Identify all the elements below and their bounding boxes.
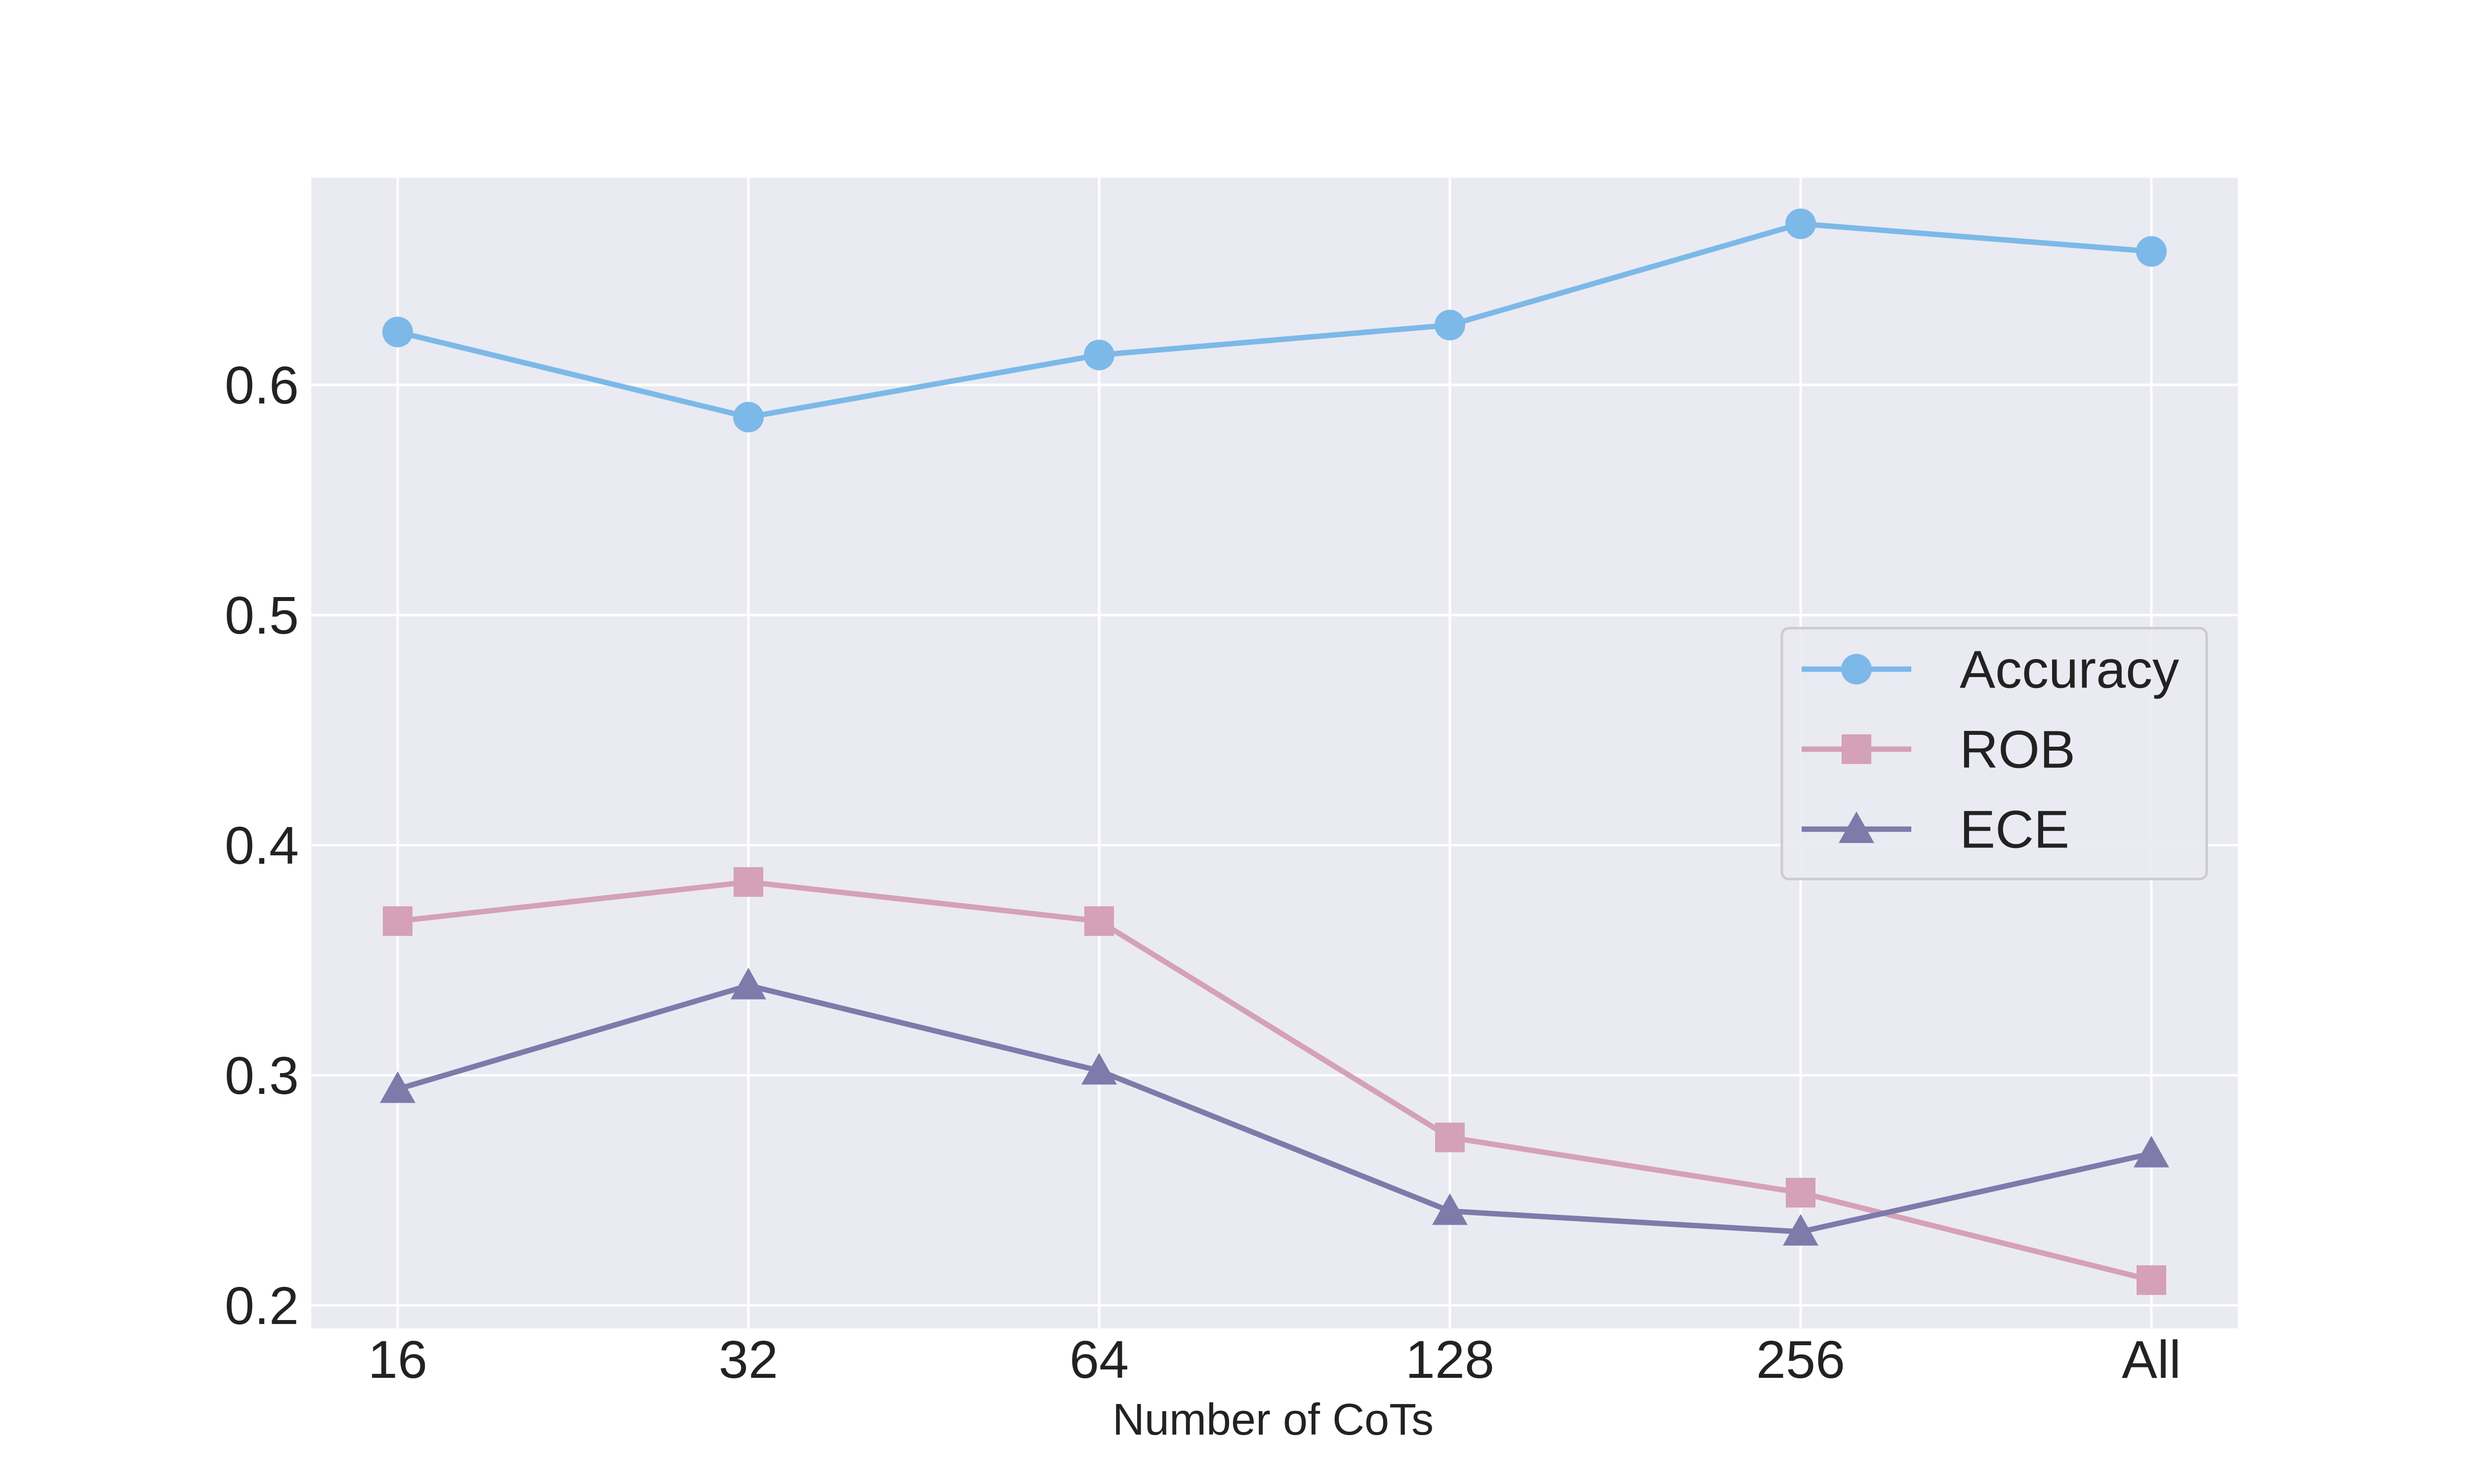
data-point-ece: [1783, 1214, 1818, 1246]
x-tick-label: 64: [1070, 1329, 1129, 1389]
data-point-accuracy: [382, 317, 413, 348]
x-axis-label: Number of CoTs: [1112, 1395, 1434, 1444]
data-point-ece: [731, 967, 766, 1000]
series-accuracy: [382, 208, 2167, 433]
data-point-rob: [383, 906, 412, 936]
legend: Accuracy ROB ECE: [1780, 627, 2208, 881]
y-tick-label: 0.3: [225, 1045, 299, 1105]
data-point-accuracy: [733, 401, 764, 433]
data-point-accuracy: [1435, 310, 1465, 341]
x-tick-label: 16: [368, 1329, 427, 1389]
data-point-ece: [1081, 1053, 1117, 1085]
legend-label-rob: ROB: [1960, 720, 2075, 779]
legend-frame: [1780, 627, 2208, 881]
series-ece: [380, 967, 2169, 1246]
data-point-accuracy: [1785, 208, 1816, 240]
x-tick-label: 128: [1405, 1329, 1494, 1389]
data-point-ece: [2134, 1135, 2169, 1167]
data-point-rob: [2137, 1265, 2166, 1295]
data-point-ece: [380, 1071, 415, 1103]
legend-item-ece: ECE: [1802, 800, 2069, 859]
legend-label-accuracy: Accuracy: [1960, 640, 2179, 699]
legend-marker-ece: [1839, 811, 1874, 843]
data-point-rob: [1084, 906, 1114, 936]
x-tick-label: 256: [1756, 1329, 1845, 1389]
y-tick-label: 0.6: [225, 355, 299, 415]
y-tick-label: 0.4: [225, 815, 299, 875]
x-tick-label: 32: [719, 1329, 778, 1389]
legend-item-rob: ROB: [1802, 720, 2075, 779]
legend-marker-accuracy: [1841, 654, 1872, 684]
x-tick-label: All: [2122, 1329, 2181, 1389]
data-point-accuracy: [2136, 236, 2167, 267]
data-point-rob: [1786, 1178, 1815, 1208]
series-rob: [383, 867, 2166, 1295]
legend-marker-rob: [1842, 734, 1871, 764]
y-tick-label: 0.2: [225, 1276, 299, 1335]
data-point-accuracy: [1084, 339, 1114, 370]
legend-item-accuracy: Accuracy: [1802, 640, 2179, 699]
series-line-accuracy: [397, 221, 2152, 420]
series-line-rob: [397, 879, 2152, 1283]
data-point-rob: [1435, 1123, 1465, 1153]
y-tick-label: 0.5: [225, 585, 299, 645]
data-point-rob: [734, 867, 763, 897]
data-point-ece: [1432, 1193, 1468, 1225]
series-line-ece: [397, 983, 2152, 1235]
legend-label-ece: ECE: [1960, 800, 2069, 859]
